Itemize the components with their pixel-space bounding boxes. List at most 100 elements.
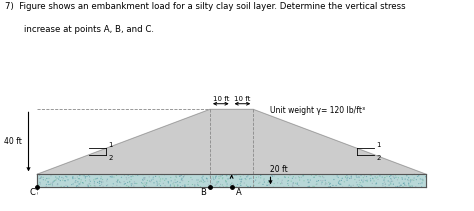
Point [290, 181, 297, 185]
Point [237, 180, 245, 184]
Point [387, 182, 394, 186]
Point [280, 186, 288, 189]
Polygon shape [37, 174, 426, 187]
Point [343, 179, 351, 182]
Point [148, 179, 155, 182]
Point [37, 176, 45, 179]
Point [174, 183, 182, 187]
Point [336, 183, 344, 186]
Point [96, 182, 103, 185]
Point [91, 184, 98, 187]
Point [325, 185, 333, 189]
Point [83, 175, 91, 178]
Point [392, 176, 400, 179]
Point [80, 174, 88, 177]
Point [419, 178, 427, 181]
Point [118, 176, 125, 179]
Point [86, 178, 93, 182]
Point [178, 177, 186, 181]
Point [164, 181, 172, 184]
Point [300, 174, 307, 177]
Point [394, 185, 401, 189]
Point [177, 173, 185, 177]
Point [94, 181, 101, 184]
Point [352, 173, 359, 176]
Point [200, 181, 207, 184]
Point [98, 175, 105, 179]
Point [128, 178, 135, 181]
Point [130, 184, 137, 188]
Point [381, 176, 389, 179]
Point [405, 179, 412, 182]
Point [141, 181, 149, 185]
Point [392, 185, 400, 188]
Point [73, 184, 80, 188]
Point [126, 180, 134, 184]
Point [91, 173, 99, 176]
Point [231, 174, 238, 177]
Point [122, 176, 130, 179]
Point [386, 180, 394, 184]
Point [353, 181, 360, 184]
Point [185, 180, 192, 183]
Point [62, 175, 70, 178]
Point [281, 175, 289, 178]
Point [96, 173, 103, 176]
Point [219, 183, 226, 187]
Point [87, 184, 94, 187]
Point [349, 184, 357, 187]
Point [264, 181, 272, 184]
Point [180, 175, 187, 179]
Point [125, 176, 133, 179]
Point [345, 185, 352, 189]
Point [295, 176, 303, 179]
Point [56, 179, 64, 182]
Point [167, 179, 175, 183]
Point [178, 177, 186, 180]
Point [410, 173, 418, 176]
Point [139, 173, 147, 176]
Point [271, 174, 278, 178]
Point [401, 181, 408, 185]
Point [155, 182, 163, 186]
Point [322, 181, 329, 184]
Point [86, 175, 93, 179]
Point [266, 183, 273, 187]
Point [172, 174, 180, 178]
Point [257, 176, 264, 180]
Point [366, 174, 374, 177]
Point [138, 181, 146, 184]
Point [383, 174, 391, 178]
Point [318, 182, 325, 186]
Point [184, 183, 192, 186]
Point [346, 177, 354, 180]
Point [224, 177, 232, 181]
Point [388, 180, 395, 183]
Text: increase at points A, B, and C.: increase at points A, B, and C. [24, 25, 154, 34]
Point [338, 177, 346, 180]
Point [54, 182, 62, 185]
Point [337, 183, 344, 186]
Point [72, 180, 79, 184]
Point [389, 180, 396, 183]
Point [146, 179, 154, 183]
Point [174, 184, 182, 187]
Point [296, 178, 303, 182]
Point [75, 182, 83, 186]
Point [278, 182, 286, 185]
Point [410, 179, 418, 182]
Point [295, 184, 302, 187]
Point [306, 185, 313, 188]
Point [284, 182, 292, 185]
Point [347, 185, 355, 188]
Point [373, 176, 380, 180]
Point [198, 180, 205, 183]
Point [129, 175, 137, 178]
Point [223, 182, 231, 186]
Point [222, 180, 230, 183]
Point [210, 176, 217, 180]
Point [85, 173, 92, 177]
Point [387, 177, 394, 180]
Point [143, 181, 150, 185]
Point [176, 175, 183, 178]
